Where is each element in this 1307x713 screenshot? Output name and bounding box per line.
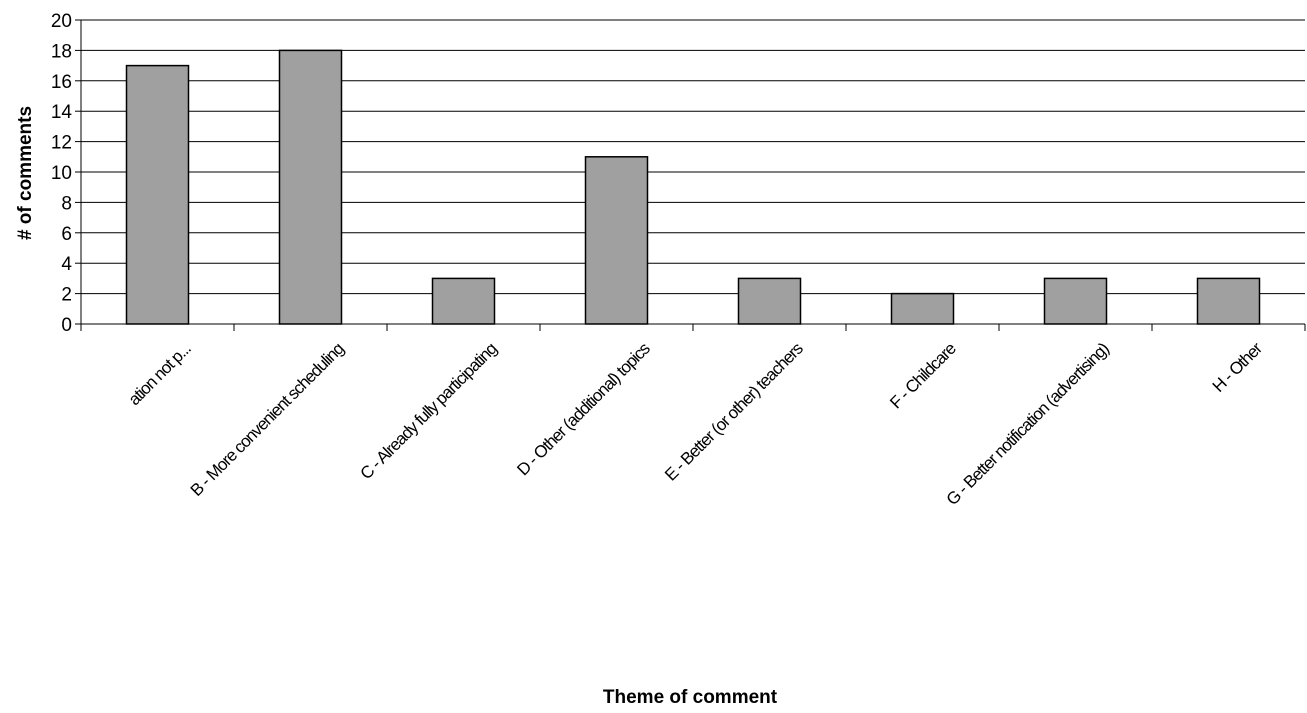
- bars: [125, 49, 1261, 325]
- y-tick-label: 10: [51, 163, 72, 184]
- x-category-label: C - Already fully participating: [356, 339, 500, 483]
- y-tick-label: 14: [51, 102, 73, 123]
- x-category-label: H - Other: [1209, 338, 1266, 395]
- bar-7: [1043, 277, 1108, 325]
- x-category-label: G - Better notification (advertising): [943, 339, 1113, 509]
- x-category-label: E - Better (or other) teachers: [661, 339, 807, 485]
- y-tick-label: 6: [61, 224, 72, 245]
- y-tick-label: 12: [51, 133, 72, 154]
- bar-8: [1196, 277, 1261, 325]
- y-tick-label: 0: [61, 315, 72, 336]
- y-tick-label: 8: [61, 193, 72, 214]
- x-category-label: ation not p...: [125, 339, 195, 409]
- x-category-label: F - Childcare: [886, 339, 959, 412]
- y-tick-label: 16: [51, 72, 72, 93]
- y-tick-label: 2: [61, 285, 72, 306]
- x-category-label: D - Other (additional) topics: [513, 339, 653, 479]
- y-tick-label: 20: [51, 11, 72, 32]
- y-tick-label: 4: [61, 254, 72, 275]
- x-category-label: B - More convenient scheduling: [187, 339, 348, 500]
- y-tick-label: 18: [51, 41, 72, 62]
- bar-4: [584, 156, 649, 325]
- bar-3: [431, 277, 496, 325]
- bar-5: [737, 277, 802, 325]
- y-tick-labels: 0 2 4 6 8 10 12 14 16 18 20: [51, 11, 81, 336]
- gridlines: [81, 19, 1305, 295]
- x-category-labels: ation not p...B - More convenient schedu…: [125, 338, 1267, 509]
- x-axis-title: Theme of comment: [603, 687, 778, 708]
- bar-1: [125, 64, 190, 325]
- bar-6: [890, 292, 955, 325]
- x-tick-marks: [80, 324, 1306, 331]
- bar-2: [278, 49, 343, 325]
- y-axis-title: # of comments: [15, 106, 36, 240]
